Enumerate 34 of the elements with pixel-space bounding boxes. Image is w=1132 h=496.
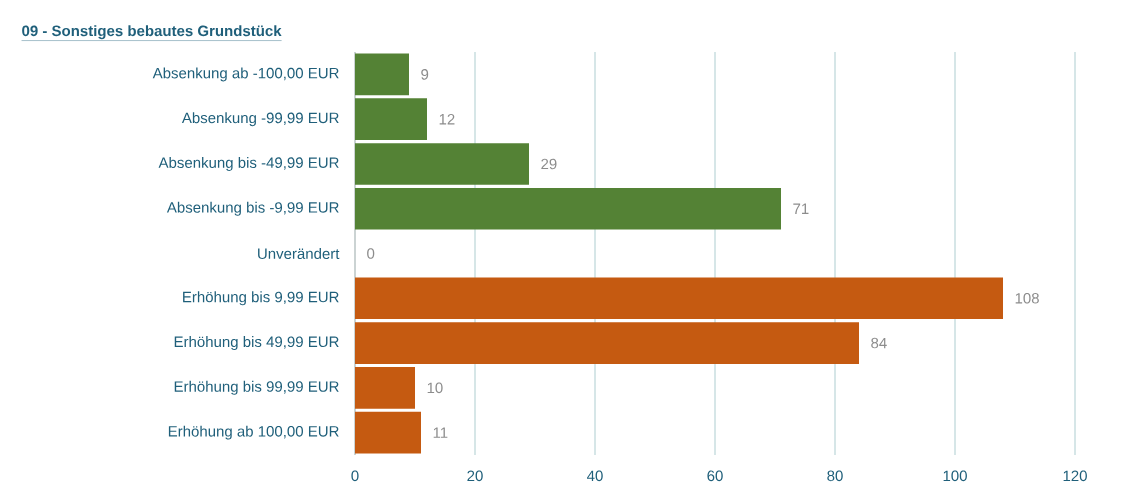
x-tick-label: 80 <box>827 470 843 482</box>
data-label: 0 <box>367 248 375 259</box>
bar <box>355 98 427 140</box>
bar <box>355 322 859 364</box>
bar <box>355 411 421 454</box>
data-label: 29 <box>541 158 557 170</box>
x-tick-label: 0 <box>351 470 359 482</box>
x-tick-label: 20 <box>467 470 483 482</box>
y-tick-label: Erhöhung bis 99,99 EUR <box>174 380 339 395</box>
bar <box>355 53 409 96</box>
bar <box>355 367 415 409</box>
x-tick-label: 120 <box>1063 470 1087 482</box>
data-label: 108 <box>1015 292 1039 304</box>
y-tick-label: Absenkung -99,99 EUR <box>181 112 339 127</box>
x-tick-label: 40 <box>587 470 603 482</box>
data-label: 9 <box>421 69 429 80</box>
x-tick-label: 60 <box>707 470 723 482</box>
text: 09 - Sonstiges bebautes Grundstück <box>22 25 282 40</box>
y-tick-label: Erhöhung bis 49,99 EUR <box>174 336 339 351</box>
x-tick-label: 100 <box>943 470 967 482</box>
y-tick-label: Erhöhung ab 100,00 EUR <box>168 425 339 440</box>
data-label: 12 <box>439 113 455 125</box>
bar <box>355 143 529 185</box>
y-tick-label: Unverändert <box>258 248 340 260</box>
data-label: 84 <box>871 337 887 349</box>
data-label: 71 <box>793 203 809 214</box>
data-label: 10 <box>427 382 443 394</box>
y-tick-label: Absenkung bis -49,99 EUR <box>158 156 339 171</box>
bar <box>355 187 782 230</box>
y-tick-label: Absenkung ab -100,00 EUR <box>152 67 339 82</box>
data-label: 11 <box>433 427 448 438</box>
bar <box>355 277 1004 320</box>
y-tick-label: Erhöhung bis 9,99 EUR <box>183 291 339 306</box>
y-tick-label: Absenkung bis -9,99 EUR <box>166 201 339 216</box>
